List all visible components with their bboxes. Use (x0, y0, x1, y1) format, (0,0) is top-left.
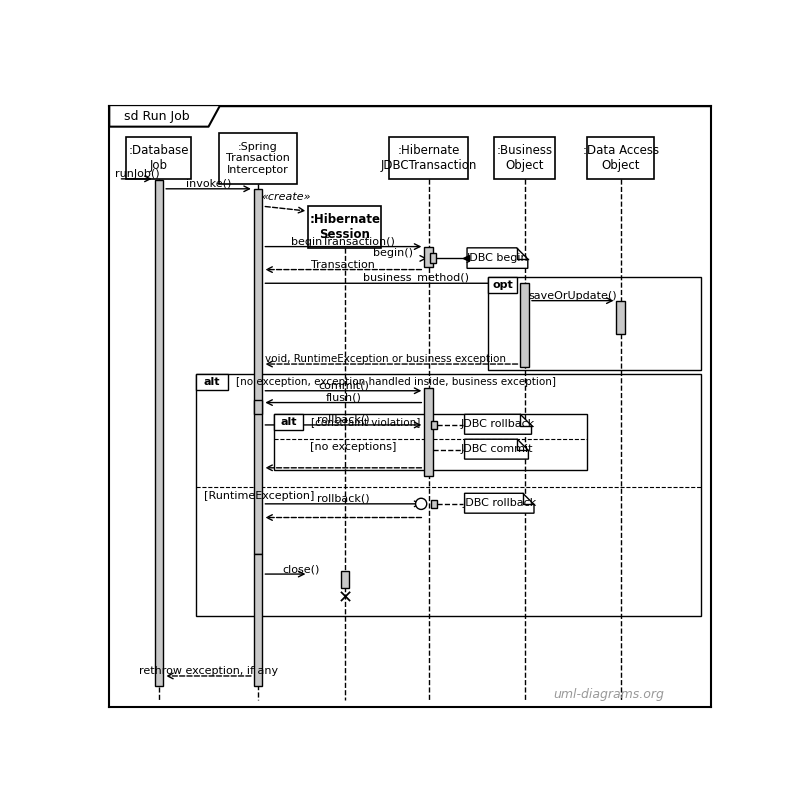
Text: Transaction: Transaction (311, 260, 375, 270)
Text: begin(): begin() (373, 249, 413, 258)
Text: :Business
Object: :Business Object (497, 144, 553, 173)
Text: «create»: «create» (262, 193, 310, 203)
Text: JDBC commit: JDBC commit (460, 444, 533, 454)
Text: commit(): commit() (318, 381, 369, 391)
FancyBboxPatch shape (274, 414, 303, 430)
Bar (341, 571, 350, 587)
Text: flush(): flush() (326, 392, 362, 403)
Text: JDBC rollback: JDBC rollback (462, 498, 537, 508)
Bar (617, 301, 625, 334)
Text: :Database
Job: :Database Job (129, 144, 189, 173)
Bar (274, 414, 586, 470)
Text: [RuntimeException]: [RuntimeException] (203, 491, 314, 501)
Text: close(): close() (283, 564, 320, 574)
Text: :Data Access
Object: :Data Access Object (582, 144, 659, 173)
Bar (431, 420, 438, 429)
Bar (254, 554, 262, 686)
Text: rollback(): rollback() (317, 415, 370, 425)
Text: [constraint violation]: [constraint violation] (310, 417, 420, 427)
Polygon shape (467, 248, 528, 269)
Text: :Spring
Transaction
Interceptor: :Spring Transaction Interceptor (226, 142, 290, 175)
Text: invoke(): invoke() (186, 179, 231, 189)
Bar (424, 247, 433, 267)
Polygon shape (465, 439, 529, 459)
Text: [no exception, exception handled inside, business exception]: [no exception, exception handled inside,… (236, 377, 556, 387)
Polygon shape (110, 107, 221, 127)
Bar (520, 283, 529, 367)
Bar (389, 137, 468, 179)
Text: uml-diagrams.org: uml-diagrams.org (553, 688, 664, 701)
Text: alt: alt (280, 417, 297, 427)
Text: sd Run Job: sd Run Job (124, 111, 190, 123)
Bar (587, 137, 654, 179)
Bar (430, 253, 436, 263)
Bar (424, 387, 433, 476)
Text: opt: opt (492, 280, 513, 291)
Text: runJob(): runJob() (115, 169, 159, 179)
Text: :Hibernate
JDBCTransaction: :Hibernate JDBCTransaction (381, 144, 477, 173)
Bar (254, 190, 262, 554)
Text: ✕: ✕ (338, 589, 353, 608)
Bar (308, 207, 382, 249)
Text: rethrow exception, if any: rethrow exception, if any (139, 666, 278, 676)
FancyBboxPatch shape (196, 374, 228, 390)
Text: rollback(): rollback() (317, 494, 370, 504)
Text: business_method(): business_method() (363, 272, 469, 283)
Text: alt: alt (204, 377, 221, 387)
Bar (254, 400, 262, 414)
Bar (219, 133, 297, 184)
Bar (487, 277, 702, 370)
Polygon shape (465, 493, 534, 513)
Text: JDBC begin: JDBC begin (466, 253, 528, 263)
Bar (154, 180, 163, 686)
Bar (494, 137, 555, 179)
Bar (431, 500, 438, 508)
Polygon shape (465, 414, 531, 434)
Text: :Hibernate
Session: :Hibernate Session (310, 213, 381, 241)
Text: JDBC rollback: JDBC rollback (461, 420, 535, 429)
Text: saveOrUpdate(): saveOrUpdate() (529, 291, 617, 301)
Text: [no exceptions]: [no exceptions] (310, 442, 396, 453)
Circle shape (415, 498, 426, 509)
Text: void, RuntimeException or business exception: void, RuntimeException or business excep… (265, 354, 506, 364)
Bar (196, 374, 702, 616)
Bar (126, 137, 191, 179)
FancyBboxPatch shape (487, 277, 518, 293)
Text: beginTransaction(): beginTransaction() (291, 236, 395, 247)
